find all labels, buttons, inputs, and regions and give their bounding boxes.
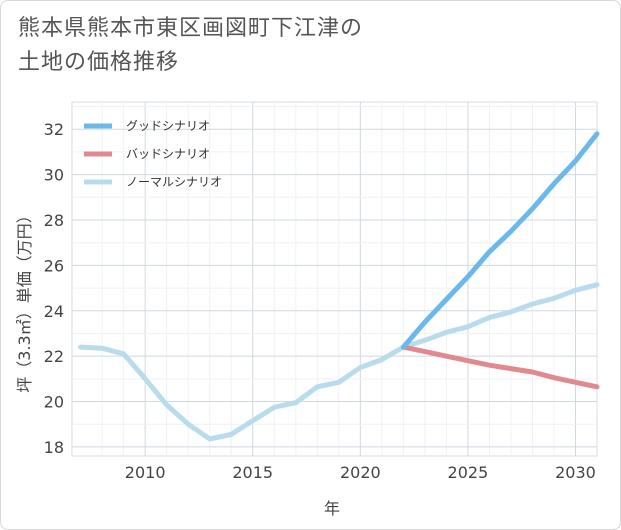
x-tick-label: 2010 [125, 463, 166, 482]
y-tick-label: 24 [44, 302, 64, 321]
y-tick-label: 32 [44, 120, 64, 139]
legend-label-0: グッドシナリオ [126, 119, 210, 133]
x-axis-label: 年 [324, 499, 340, 518]
series-line-2 [78, 282, 600, 442]
series-line-1 [400, 344, 600, 390]
y-tick-labels: 18 20 22 24 26 28 30 32 [44, 120, 64, 457]
chart-title-line-2: 土地の価格推移 [18, 50, 180, 75]
grid-lines [71, 101, 598, 457]
y-axis-label: 坪（3.3㎡）単価（万円） [15, 207, 34, 392]
x-tick-labels: 2010 2015 2020 2025 2030 [125, 463, 596, 482]
legend-label-2: ノーマルシナリオ [126, 175, 222, 189]
y-tick-label: 26 [44, 256, 64, 275]
y-tick-label: 30 [44, 166, 64, 185]
chart-title-line-1: 熊本県熊本市東区画図町下江津の [18, 16, 364, 41]
y-tick-label: 18 [44, 438, 64, 457]
chart-title: 熊本県熊本市東区画図町下江津の 土地の価格推移 [18, 12, 363, 80]
series-layer [78, 131, 600, 442]
y-tick-label: 28 [44, 211, 64, 230]
legend-label-1: バッドシナリオ [126, 147, 210, 161]
series-line-0 [400, 131, 600, 350]
x-tick-label: 2030 [555, 463, 596, 482]
y-tick-label: 20 [44, 393, 64, 412]
x-tick-label: 2020 [340, 463, 381, 482]
x-tick-label: 2025 [448, 463, 489, 482]
plot-area-border [71, 101, 598, 457]
y-tick-label: 22 [44, 347, 64, 366]
x-tick-label: 2015 [232, 463, 273, 482]
